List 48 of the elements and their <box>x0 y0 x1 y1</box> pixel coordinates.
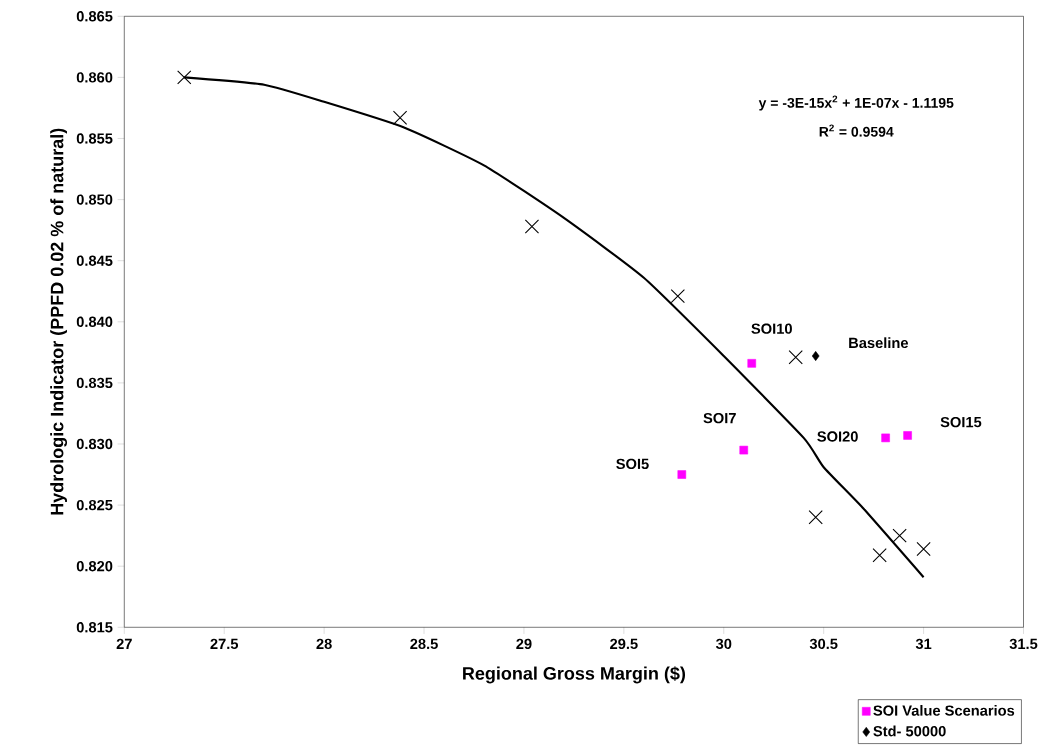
y-tick-label: 0.830 <box>76 438 113 450</box>
point <box>872 548 887 563</box>
point <box>177 70 192 85</box>
point <box>677 470 687 479</box>
x-tick-label: 29 <box>516 638 532 650</box>
y-tick-label: 0.845 <box>76 255 113 266</box>
point <box>811 351 820 361</box>
y-tick-label: 0.860 <box>76 72 113 83</box>
legend-label: Std- 50000 <box>873 725 946 737</box>
x-tick-label: 31 <box>915 638 932 650</box>
annotation: SOI20 <box>817 431 858 442</box>
x-tick-label: 27 <box>116 638 132 649</box>
point <box>916 541 931 557</box>
annotation: SOI10 <box>751 323 792 334</box>
annotation: SOI15 <box>940 416 982 428</box>
point <box>881 433 890 443</box>
annotation: y = -3E-15x$^{2}$ + 1E-07x - 1.1195 <box>758 95 954 111</box>
x-axis-title: Regional Gross Margin ($) <box>463 666 686 684</box>
x-tick-label: 28.5 <box>410 638 438 650</box>
y-tick-label: 0.850 <box>76 194 113 205</box>
point <box>747 359 757 368</box>
x-tick-label: 30.5 <box>809 638 838 650</box>
point <box>903 431 912 440</box>
point <box>892 528 907 543</box>
annotation: Baseline <box>849 337 909 349</box>
x-tick-label: 28 <box>316 638 332 650</box>
y-tick-label: 0.835 <box>76 377 113 389</box>
y-axis-title: Hydrologic Indicator (PPFD 0.02 % of natural) <box>50 128 68 515</box>
x-tick-label: 31.5 <box>1009 638 1038 650</box>
y-tick-label: 0.855 <box>76 133 113 144</box>
point <box>670 288 685 304</box>
y-tick-label: 0.840 <box>76 316 113 327</box>
point <box>392 110 408 125</box>
point <box>739 445 749 455</box>
annotation: SOI5 <box>616 458 649 470</box>
y-tick-label: 0.815 <box>76 622 113 633</box>
y-tick-label: 0.820 <box>76 561 113 572</box>
y-tick-label: 0.865 <box>76 11 113 22</box>
x-tick-label: 30 <box>715 638 732 650</box>
point <box>788 350 803 365</box>
annotation: R$^{2}$ = 0.9594 <box>819 124 894 137</box>
point <box>808 510 823 525</box>
y-tick-label: 0.825 <box>76 499 113 511</box>
legend-label: SOI Value Scenarios <box>873 704 1015 716</box>
annotation: SOI7 <box>703 412 736 424</box>
point <box>524 219 540 234</box>
x-tick-label: 29.5 <box>610 638 638 650</box>
x-tick-label: 27.5 <box>210 638 239 650</box>
